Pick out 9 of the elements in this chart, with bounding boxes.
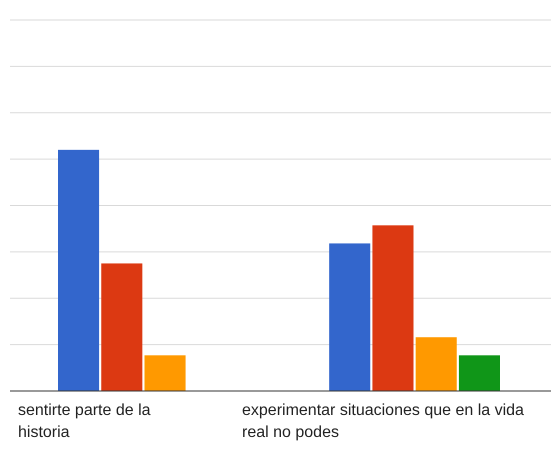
bar	[329, 243, 370, 391]
x-tick-label: sentirte parte de la historia	[18, 402, 151, 441]
bar	[101, 263, 142, 391]
bar	[372, 225, 414, 391]
bar	[58, 150, 100, 391]
bar	[458, 355, 500, 391]
x-tick-label: experimentar situaciones que en la vida real no podes	[242, 402, 524, 441]
bar	[416, 337, 457, 391]
bar	[144, 355, 186, 391]
